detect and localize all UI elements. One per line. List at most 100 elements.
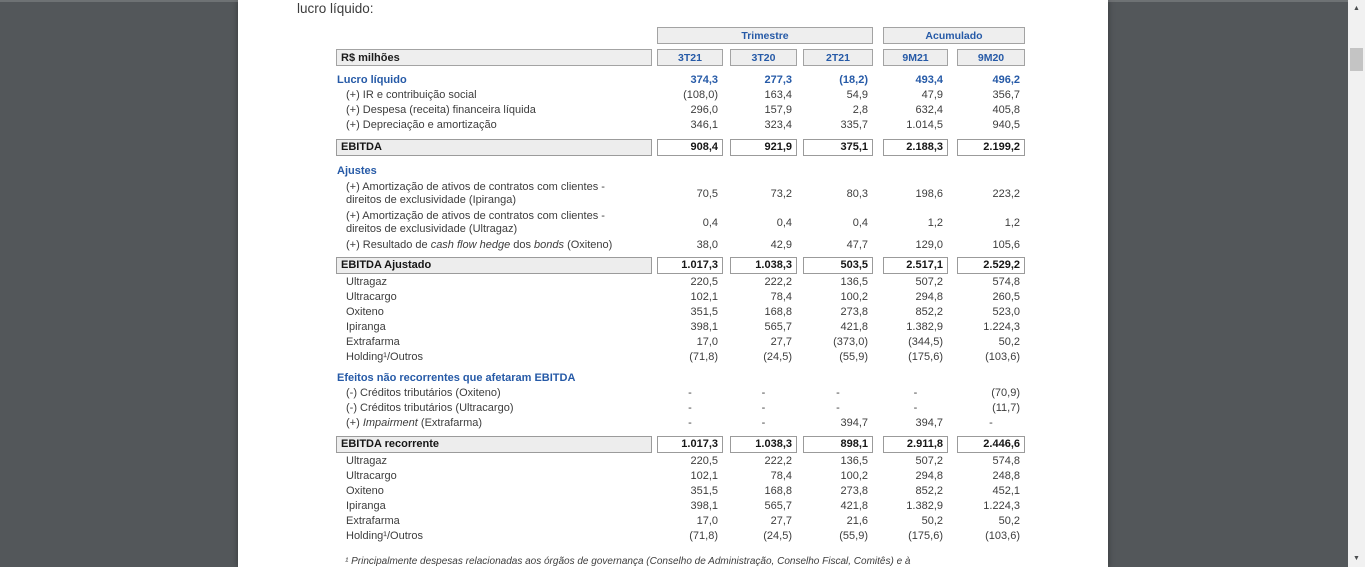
cell-2T21: 503,5 — [803, 257, 873, 274]
cell-2T21: (55,9) — [839, 350, 868, 363]
cell-9M20: 2.199,2 — [957, 139, 1025, 156]
row-label: (+) Depreciação e amortização — [346, 118, 497, 131]
table-row: Ultragaz 220,5 222,2 136,5 507,2 574,8 — [336, 453, 1108, 468]
cell-3T20: 73,2 — [770, 187, 792, 200]
cell-9M21: (175,6) — [908, 529, 943, 542]
cell-9M21: 2.188,3 — [883, 139, 948, 156]
cell-3T20: 168,8 — [764, 484, 792, 497]
row-label: Lucro líquido — [337, 73, 407, 86]
table-row: Ipiranga 398,1 565,7 421,8 1.382,9 1.224,3 — [336, 498, 1108, 513]
cell-9M21: 129,0 — [915, 238, 943, 251]
cell-2T21: 898,1 — [803, 436, 873, 453]
scrollbar-thumb[interactable] — [1350, 48, 1363, 71]
cell-2T21: 273,8 — [840, 484, 868, 497]
cell-3T21: - — [688, 386, 692, 399]
cell-3T21: (71,8) — [689, 350, 718, 363]
row-label: (-) Créditos tributários (Ultracargo) — [346, 401, 514, 414]
unit-label-cell: R$ milhões — [336, 49, 652, 66]
cell-3T20: 0,4 — [776, 216, 792, 229]
cell-9M20: 452,1 — [992, 484, 1020, 497]
cell-9M21: - — [913, 401, 918, 414]
cell-3T21: 1.017,3 — [657, 257, 723, 274]
table-row: EBITDA Ajustado 1.017,3 1.038,3 503,5 2.517,… — [336, 257, 1108, 274]
table-group-header-row: Trimestre Acumulado — [336, 27, 1108, 44]
table-row: Lucro líquido 374,3 277,3 (18,2) 493,4 496,2 — [336, 72, 1108, 87]
cell-9M21: 47,9 — [921, 88, 943, 101]
column-header-9m20: 9M20 — [957, 49, 1025, 66]
cell-9M21: 50,2 — [921, 514, 943, 527]
table-row: (+) Resultado de cash flow hedge dos bon… — [336, 237, 1108, 252]
up-arrow-icon: ▲ — [1353, 5, 1360, 12]
table-row: Ipiranga 398,1 565,7 421,8 1.382,9 1.224,3 — [336, 319, 1108, 334]
cell-2T21: (55,9) — [839, 529, 868, 542]
cell-2T21: 421,8 — [840, 499, 868, 512]
cell-9M20: 223,2 — [992, 187, 1020, 200]
cell-9M20: 356,7 — [992, 88, 1020, 101]
row-label: (+) Resultado de cash flow hedge dos bon… — [346, 238, 613, 251]
table-row: Ultracargo 102,1 78,4 100,2 294,8 248,8 — [336, 468, 1108, 483]
cell-9M21: 493,4 — [915, 73, 943, 86]
cell-9M20: (11,7) — [992, 401, 1020, 414]
cell-3T20: - — [761, 401, 766, 414]
scrollbar[interactable]: ▲ ▼ — [1348, 0, 1365, 567]
cell-9M21: (344,5) — [908, 335, 943, 348]
table-row: Holding¹/Outros (71,8) (24,5) (55,9) (175,6)… — [336, 349, 1108, 364]
cell-9M21: 1.014,5 — [906, 118, 943, 131]
group-header-trimestre: Trimestre — [657, 27, 873, 44]
cell-9M20: 1,2 — [1004, 216, 1020, 229]
cell-3T21: 70,5 — [696, 187, 718, 200]
cell-2T21: 136,5 — [840, 275, 868, 288]
cell-3T20: - — [761, 386, 766, 399]
table-row: EBITDA 908,4 921,9 375,1 2.188,3 2.199,2 — [336, 139, 1108, 156]
cell-9M21: 632,4 — [915, 103, 943, 116]
cell-2T21: 0,4 — [852, 216, 868, 229]
cell-9M21: 507,2 — [915, 454, 943, 467]
cell-3T21: 346,1 — [690, 118, 718, 131]
row-label: Holding¹/Outros — [346, 529, 424, 542]
cell-9M21: 852,2 — [915, 484, 943, 497]
table-row: (+) Amortização de ativos de contratos c… — [336, 208, 1108, 237]
cell-3T21: 398,1 — [690, 320, 718, 333]
cell-2T21: 54,9 — [846, 88, 868, 101]
row-label: Ipiranga — [346, 320, 386, 333]
down-arrow-icon: ▼ — [1353, 555, 1360, 562]
cell-9M21: 2.911,8 — [883, 436, 948, 453]
row-gap — [336, 156, 1108, 163]
cell-3T20: 42,9 — [770, 238, 792, 251]
cell-2T21: - — [836, 386, 840, 399]
cell-9M20: 2.529,2 — [957, 257, 1025, 274]
cell-9M21: (175,6) — [908, 350, 943, 363]
cell-3T21: 220,5 — [690, 454, 718, 467]
cell-3T21: 102,1 — [690, 469, 718, 482]
cell-9M20: (70,9) — [991, 386, 1020, 399]
row-label: Ultracargo — [346, 469, 397, 482]
cell-3T20: 157,9 — [764, 103, 792, 116]
column-header-9m21: 9M21 — [883, 49, 948, 66]
row-label: (+) Amortização de ativos de contratos c… — [346, 209, 605, 235]
cell-3T20: - — [761, 416, 766, 429]
table-row: EBITDA recorrente 1.017,3 1.038,3 898,1 2.91… — [336, 436, 1108, 453]
table-row: Ultracargo 102,1 78,4 100,2 294,8 260,5 — [336, 289, 1108, 304]
scrollbar-down-button[interactable]: ▼ — [1348, 550, 1365, 567]
table-row: Oxiteno 351,5 168,8 273,8 852,2 523,0 — [336, 304, 1108, 319]
cell-3T21: 908,4 — [657, 139, 723, 156]
cell-3T20: 27,7 — [770, 335, 792, 348]
cell-3T21: 1.017,3 — [657, 436, 723, 453]
cell-3T20: 1.038,3 — [730, 257, 797, 274]
table-row: Efeitos não recorrentes que afetaram EBI… — [336, 370, 1108, 385]
cell-3T21: 398,1 — [690, 499, 718, 512]
cell-2T21: 100,2 — [840, 469, 868, 482]
cell-3T21: 296,0 — [690, 103, 718, 116]
table-row: (+) Despesa (receita) financeira líquida… — [336, 102, 1108, 117]
cell-3T21: - — [688, 416, 692, 429]
scrollbar-up-button[interactable]: ▲ — [1348, 0, 1365, 17]
row-label: Ipiranga — [346, 499, 386, 512]
cell-9M20: 1.224,3 — [983, 499, 1020, 512]
cell-9M20: 523,0 — [992, 305, 1020, 318]
cell-3T21: 351,5 — [690, 484, 718, 497]
footnote-text: ¹ Principalmente despesas relacionadas a… — [345, 556, 911, 567]
table-row: Holding¹/Outros (71,8) (24,5) (55,9) (175,6)… — [336, 528, 1108, 543]
cell-3T21: 0,4 — [702, 216, 718, 229]
cell-2T21: 47,7 — [846, 238, 868, 251]
